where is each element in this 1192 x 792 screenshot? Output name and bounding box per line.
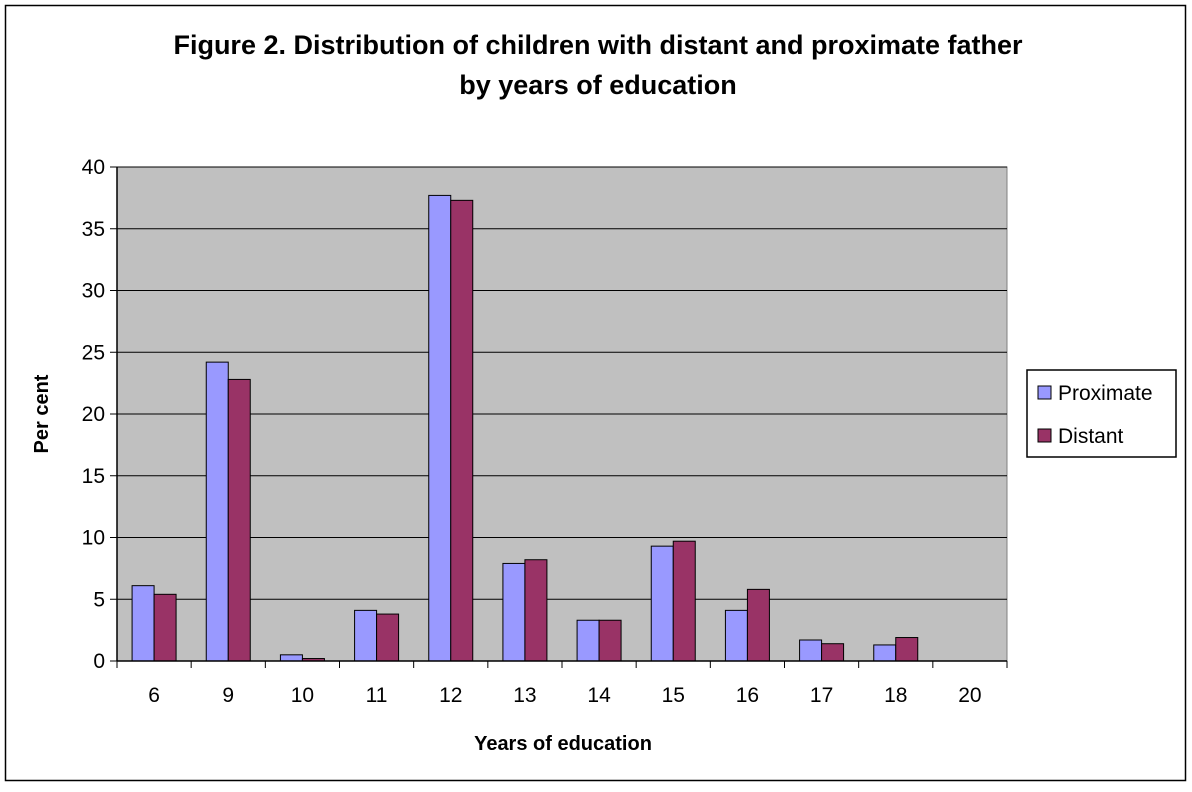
x-tick-label: 17 (810, 684, 833, 707)
legend-swatch-distant (1037, 428, 1052, 443)
y-tick-label: 10 (82, 527, 105, 550)
x-tick-label: 14 (587, 684, 611, 707)
y-tick-label: 25 (82, 341, 105, 364)
x-axis-title: Years of education (474, 733, 652, 755)
legend-label-proximate: Proximate (1058, 382, 1153, 405)
bar-proximate (576, 619, 600, 662)
bar-proximate (799, 639, 823, 662)
x-tick-label: 12 (439, 684, 462, 707)
bar-distant (895, 637, 919, 662)
x-tick-label: 13 (513, 684, 536, 707)
x-tick-label: 11 (366, 684, 388, 707)
bar-proximate (428, 194, 452, 662)
y-tick-label: 40 (82, 156, 105, 179)
bar-proximate (279, 654, 303, 662)
bar-distant (376, 613, 400, 662)
bar-proximate (205, 361, 229, 662)
legend-label-distant: Distant (1058, 425, 1124, 448)
y-axis-title: Per cent (31, 374, 53, 453)
y-tick-label: 0 (93, 650, 105, 673)
y-tick-label: 5 (93, 588, 105, 611)
x-tick-label: 10 (291, 684, 314, 707)
chart-title-line-2: by years of education (459, 70, 737, 100)
legend-box (1026, 369, 1177, 458)
legend: Proximate Distant (1026, 369, 1177, 458)
x-tick-label: 9 (222, 684, 234, 707)
x-tick-label: 20 (958, 684, 981, 707)
bar-distant (821, 643, 845, 662)
bar-proximate (354, 609, 378, 662)
bar-distant (672, 540, 696, 662)
chart-title-line-1: Figure 2. Distribution of children with … (173, 30, 1023, 60)
bar-proximate (650, 545, 674, 662)
bar-distant (227, 378, 251, 662)
x-tick-label: 18 (884, 684, 907, 707)
plot-area: 0 5 10 15 20 25 30 35 40 6 9 10 11 12 13 14 15 16 17 18 20 (82, 156, 1008, 707)
bar-proximate (873, 644, 897, 662)
bar-proximate (131, 585, 155, 662)
bar-distant (524, 559, 548, 662)
bar-distant (746, 588, 770, 662)
bar-proximate (502, 562, 526, 662)
y-tick-label: 30 (82, 280, 105, 303)
bar-distant (153, 593, 177, 662)
y-tick-label: 15 (82, 465, 105, 488)
y-tick-label: 35 (82, 218, 105, 241)
legend-swatch-proximate (1037, 385, 1052, 400)
bar-distant (450, 199, 474, 662)
x-tick-label: 6 (148, 684, 160, 707)
bar-distant (598, 619, 622, 662)
x-tick-label: 15 (662, 684, 685, 707)
y-tick-label: 20 (82, 403, 105, 426)
bar-proximate (724, 609, 748, 662)
x-tick-label: 16 (736, 684, 759, 707)
